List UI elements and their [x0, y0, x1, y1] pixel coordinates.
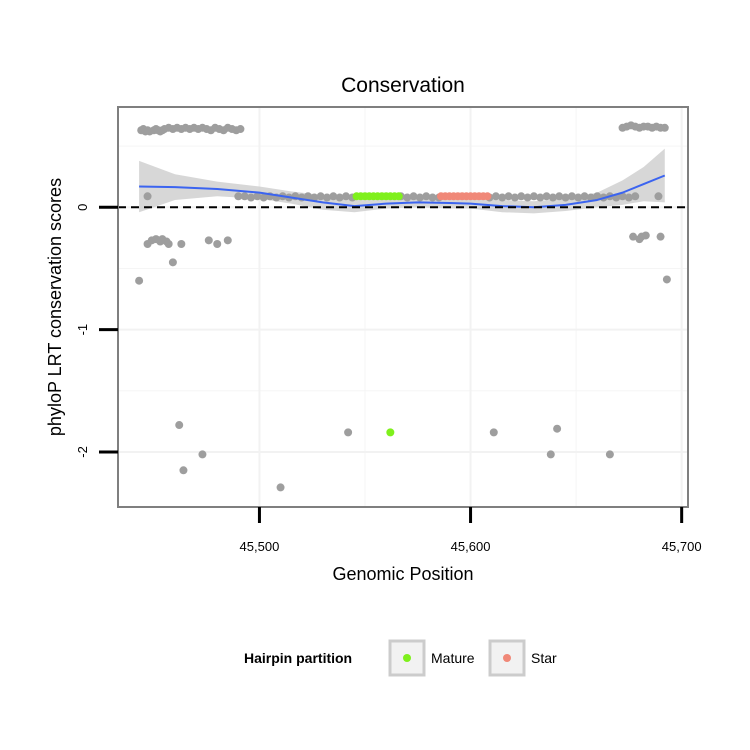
data-point-other — [403, 193, 412, 202]
data-point-other — [593, 192, 602, 201]
data-points — [135, 121, 671, 492]
data-point-other — [164, 240, 173, 249]
data-point-star — [483, 192, 492, 201]
data-point-other — [510, 193, 519, 202]
data-point-other — [135, 276, 144, 285]
y-axis-title: phyloP LRT conservation scores — [45, 178, 65, 436]
loess-smooth-line — [139, 174, 666, 209]
data-point-other — [605, 450, 614, 459]
data-point-other — [523, 193, 532, 202]
data-point-other — [489, 428, 498, 437]
data-point-other — [335, 193, 344, 202]
data-point-other — [546, 450, 555, 459]
data-point-other — [179, 466, 188, 475]
data-point-other — [240, 192, 249, 201]
legend-title: Hairpin partition — [244, 650, 352, 666]
data-point-other — [629, 232, 638, 241]
data-point-other — [428, 193, 437, 202]
data-point-other — [662, 275, 671, 284]
data-point-other — [204, 236, 213, 245]
data-point-other — [198, 450, 207, 459]
legend-key-star — [488, 639, 526, 677]
data-point-other — [304, 192, 312, 201]
y-axis: -2 -1 0 — [75, 204, 118, 458]
data-point-other — [234, 192, 243, 201]
data-point-other — [580, 192, 589, 201]
data-point-other — [574, 193, 583, 202]
data-point-other — [213, 240, 222, 249]
data-point-other — [323, 193, 331, 202]
data-point-other — [310, 193, 319, 202]
data-point-other — [253, 192, 262, 201]
data-point-other — [517, 192, 526, 201]
data-point-other — [409, 192, 418, 201]
data-point-other — [618, 192, 627, 201]
y-tick-label: -2 — [75, 446, 90, 458]
smooth-line — [139, 174, 666, 209]
data-point-other — [548, 193, 557, 202]
y-tick-label: 0 — [75, 204, 90, 211]
data-point-other — [504, 192, 513, 201]
x-axis: 45,500 45,600 45,700 — [240, 507, 702, 554]
data-point-other — [624, 193, 633, 202]
data-point-other — [422, 192, 431, 201]
legend-key-star-dot — [503, 654, 511, 662]
data-point-other — [641, 231, 650, 240]
x-axis-title: Genomic Position — [332, 564, 473, 584]
x-tick-label: 45,500 — [240, 539, 280, 554]
data-point-other — [586, 193, 595, 202]
data-point-mature — [394, 192, 403, 201]
data-point-other — [316, 192, 325, 201]
x-tick-label: 45,600 — [451, 539, 491, 554]
data-point-other — [177, 240, 186, 249]
data-point-other — [654, 192, 663, 201]
legend-label-star: Star — [531, 650, 557, 666]
data-point-other — [656, 232, 665, 241]
chart-title: Conservation — [341, 74, 465, 97]
data-point-other — [553, 424, 562, 433]
data-point-other — [415, 193, 424, 202]
data-point-other — [542, 192, 551, 201]
data-point-other — [567, 192, 576, 201]
plot-panel — [118, 107, 688, 507]
data-point-other — [143, 192, 152, 201]
data-point-other — [247, 193, 255, 202]
data-point-other — [498, 193, 507, 202]
x-tick-label: 45,700 — [662, 539, 702, 554]
data-point-other — [555, 192, 564, 201]
data-point-other — [491, 192, 500, 201]
data-point-mature — [386, 428, 395, 437]
data-point-other — [344, 428, 353, 437]
data-point-other — [660, 123, 669, 132]
data-point-other — [529, 192, 538, 201]
legend-label-mature: Mature — [431, 650, 475, 666]
data-point-other — [329, 192, 338, 201]
series-star — [437, 192, 492, 201]
legend-key-mature-dot — [403, 654, 411, 662]
plot-border — [117, 106, 689, 508]
data-point-other — [342, 192, 350, 201]
data-point-other — [168, 258, 177, 267]
series-mature — [352, 192, 403, 437]
data-point-other — [236, 125, 245, 134]
data-point-other — [175, 421, 184, 430]
data-point-other — [631, 192, 640, 201]
data-point-other — [536, 193, 545, 202]
data-point-other — [259, 193, 268, 202]
y-tick-label: -1 — [75, 324, 90, 336]
data-point-other — [561, 193, 570, 202]
legend: Hairpin partition Mature Star — [244, 639, 557, 677]
data-point-other — [276, 483, 285, 492]
data-point-other — [223, 236, 232, 245]
